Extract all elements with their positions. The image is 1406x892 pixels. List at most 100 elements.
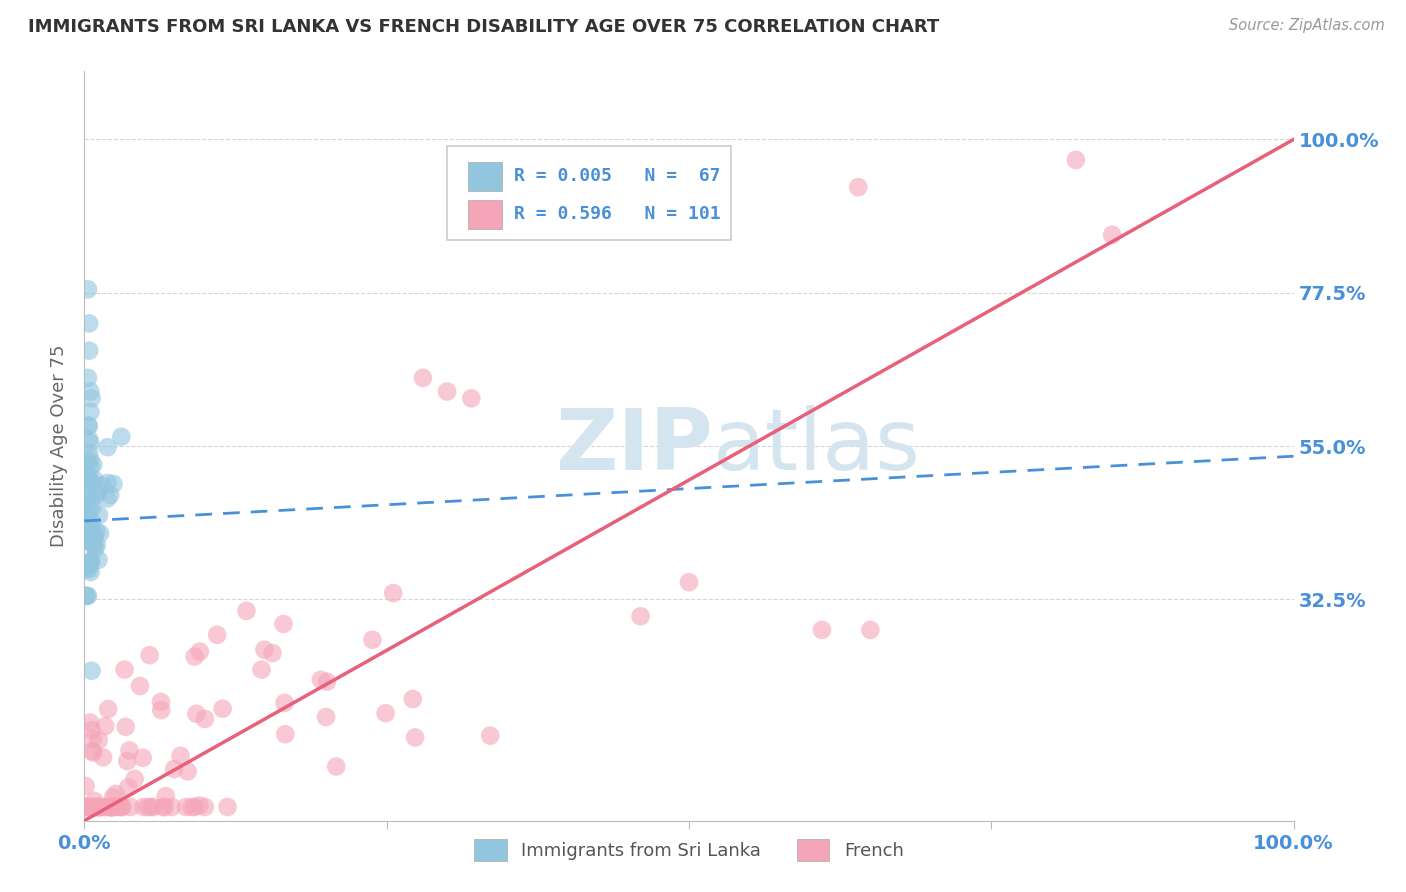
Point [82, 731, 104, 746]
Point [79, 405, 101, 419]
Point [75, 800, 97, 814]
Legend: Immigrants from Sri Lanka, French: Immigrants from Sri Lanka, French [467, 831, 911, 868]
Point [103, 476, 125, 491]
Point [194, 800, 217, 814]
Point [180, 800, 202, 814]
Point [76, 800, 98, 814]
Point [859, 623, 882, 637]
Point [316, 674, 339, 689]
Point [80, 515, 103, 529]
Point [155, 789, 177, 804]
Point [250, 663, 273, 677]
Point [132, 751, 155, 765]
Point [80, 664, 103, 678]
Point [77, 556, 100, 570]
Point [77, 468, 100, 483]
Point [83, 794, 105, 808]
Point [315, 710, 337, 724]
Point [84, 541, 107, 556]
Point [273, 617, 295, 632]
Point [80, 800, 103, 814]
Point [77, 371, 100, 385]
Point [94, 800, 117, 814]
Point [76, 561, 98, 575]
Point [107, 800, 129, 814]
Point [77, 418, 100, 433]
Point [98, 488, 121, 502]
Point [136, 800, 159, 814]
Point [87, 552, 110, 566]
Point [86, 487, 108, 501]
Point [80, 536, 103, 550]
Point [77, 317, 100, 331]
Point [186, 706, 208, 721]
Text: IMMIGRANTS FROM SRI LANKA VS FRENCH DISABILITY AGE OVER 75 CORRELATION CHART: IMMIGRANTS FROM SRI LANKA VS FRENCH DISA… [28, 18, 939, 36]
Point [205, 628, 228, 642]
Point [82, 746, 104, 760]
Point [811, 623, 834, 637]
Point [84, 800, 107, 814]
Point [87, 733, 110, 747]
FancyBboxPatch shape [447, 146, 731, 240]
Text: R = 0.596   N = 101: R = 0.596 N = 101 [513, 205, 720, 223]
Point [149, 695, 172, 709]
Point [75, 506, 97, 520]
Point [253, 642, 276, 657]
Point [110, 800, 132, 814]
Point [77, 418, 100, 433]
Point [77, 473, 100, 487]
Point [129, 679, 152, 693]
Point [374, 706, 396, 721]
Point [678, 575, 700, 590]
Point [77, 432, 100, 446]
Point [101, 790, 124, 805]
Point [160, 800, 183, 814]
Point [152, 800, 174, 814]
Point [183, 800, 205, 814]
Point [110, 430, 132, 444]
Point [75, 508, 97, 523]
Point [76, 533, 98, 548]
Point [77, 282, 100, 296]
Point [274, 727, 297, 741]
Point [80, 392, 103, 406]
Point [117, 754, 139, 768]
Point [75, 589, 97, 603]
Point [460, 392, 482, 406]
Point [80, 723, 103, 737]
Point [194, 712, 217, 726]
Point [100, 800, 122, 814]
Point [83, 473, 105, 487]
Point [79, 558, 101, 572]
Point [75, 800, 97, 814]
Point [80, 475, 103, 490]
Point [235, 604, 257, 618]
Point [325, 759, 347, 773]
Point [273, 696, 295, 710]
Point [82, 458, 104, 472]
Point [77, 562, 100, 576]
Point [262, 646, 284, 660]
Point [86, 537, 108, 551]
Text: ZIP: ZIP [555, 404, 713, 488]
Point [404, 731, 426, 745]
Point [89, 800, 111, 814]
Point [87, 508, 110, 522]
Point [79, 521, 101, 535]
Point [460, 153, 482, 167]
Point [79, 516, 101, 530]
Bar [468, 162, 502, 191]
Point [75, 779, 97, 793]
Point [846, 180, 869, 194]
Point [89, 526, 111, 541]
Point [75, 492, 97, 507]
Point [141, 800, 163, 814]
Point [382, 586, 405, 600]
Point [1064, 153, 1087, 167]
Point [79, 435, 101, 450]
Point [79, 452, 101, 467]
Point [117, 780, 139, 795]
Point [80, 526, 103, 541]
Point [100, 800, 122, 814]
Point [138, 648, 160, 663]
